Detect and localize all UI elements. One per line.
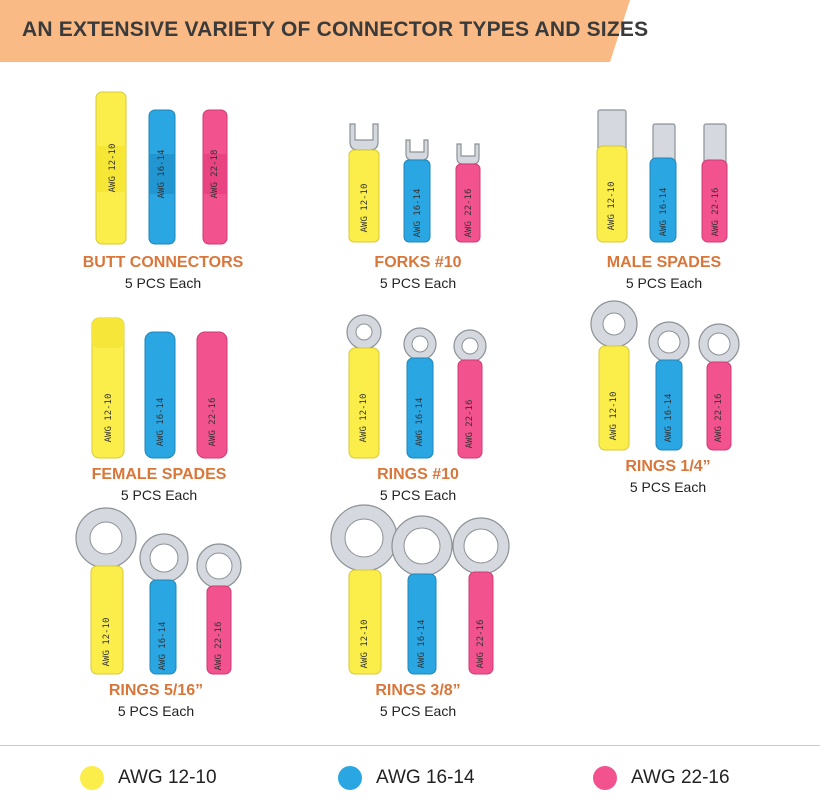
butt-connector-icon: AWG 12-10 AWG 16-14 AWG 22-18 xyxy=(95,91,228,245)
legend-label: AWG 16-14 xyxy=(376,767,475,788)
ring-connector-icon: AWG 12-10 AWG 16-14 AWG 22-16 xyxy=(590,300,740,451)
svg-text:AWG 22-16: AWG 22-16 xyxy=(711,188,721,237)
svg-text:AWG 12-10: AWG 12-10 xyxy=(607,182,617,231)
cell-rings-10: AWG 12-10 AWG 16-14 AWG 22-16 RINGS #10 … xyxy=(318,312,518,503)
ring-connector-icon: AWG 12-10 AWG 16-14 AWG 22-16 xyxy=(330,504,510,675)
legend-item-blue: AWG 16-14 xyxy=(338,766,475,790)
cell-rings-5-16: AWG 12-10 AWG 16-14 AWG 22-16 RINGS 5/16… xyxy=(56,506,256,719)
yellow-dot-icon xyxy=(80,766,104,790)
cell-subtitle: 5 PCS Each xyxy=(379,275,457,291)
legend-divider xyxy=(0,745,820,746)
svg-text:AWG 22-16: AWG 22-16 xyxy=(465,400,475,449)
cell-title: FEMALE SPADES xyxy=(91,466,227,483)
svg-text:AWG 12-10: AWG 12-10 xyxy=(102,618,112,667)
svg-text:AWG 22-16: AWG 22-16 xyxy=(208,398,218,447)
svg-text:AWG 12-10: AWG 12-10 xyxy=(360,620,370,669)
legend-label: AWG 12-10 xyxy=(118,767,217,788)
cell-title: RINGS 3/8” xyxy=(375,682,461,699)
cell-forks: AWG 12-10 AWG 16-14 AWG 22-16 FORKS #10 … xyxy=(318,88,518,291)
cell-subtitle: 5 PCS Each xyxy=(629,479,707,495)
cell-subtitle: 5 PCS Each xyxy=(120,487,198,503)
header-banner xyxy=(0,0,630,62)
fork-connector-icon: AWG 12-10 AWG 16-14 AWG 22-16 xyxy=(348,123,481,243)
cell-title: FORKS #10 xyxy=(374,254,462,271)
svg-text:AWG 16-14: AWG 16-14 xyxy=(156,398,166,447)
ring-connector-icon: AWG 12-10 AWG 16-14 AWG 22-16 xyxy=(75,507,242,675)
svg-text:AWG 12-10: AWG 12-10 xyxy=(104,394,114,443)
svg-text:AWG 16-14: AWG 16-14 xyxy=(417,620,427,669)
female-spade-icon: AWG 12-10 AWG 16-14 AWG 22-16 xyxy=(91,317,228,459)
male-spade-icon: AWG 12-10 AWG 16-14 AWG 22-16 xyxy=(596,109,728,243)
cell-title: BUTT CONNECTORS xyxy=(82,254,244,271)
blue-dot-icon xyxy=(338,766,362,790)
ring-connector-icon: AWG 12-10 AWG 16-14 AWG 22-16 xyxy=(346,314,487,459)
svg-text:AWG 16-14: AWG 16-14 xyxy=(659,188,669,237)
svg-text:AWG 12-10: AWG 12-10 xyxy=(108,144,118,193)
page-title: AN EXTENSIVE VARIETY OF CONNECTOR TYPES … xyxy=(22,18,649,41)
svg-text:AWG 12-10: AWG 12-10 xyxy=(359,394,369,443)
svg-text:AWG 22-18: AWG 22-18 xyxy=(210,150,220,199)
cell-title: RINGS 5/16” xyxy=(108,682,204,699)
svg-text:AWG 22-16: AWG 22-16 xyxy=(714,394,724,443)
cell-subtitle: 5 PCS Each xyxy=(124,275,202,291)
pink-dot-icon xyxy=(593,766,617,790)
svg-text:AWG 16-14: AWG 16-14 xyxy=(157,150,167,199)
cell-title: RINGS 1/4” xyxy=(625,458,711,475)
cell-title: MALE SPADES xyxy=(606,254,722,271)
cell-title: RINGS #10 xyxy=(377,466,459,483)
cell-rings-1-4: AWG 12-10 AWG 16-14 AWG 22-16 RINGS 1/4”… xyxy=(568,298,768,495)
svg-text:AWG 16-14: AWG 16-14 xyxy=(158,622,168,671)
svg-text:AWG 22-16: AWG 22-16 xyxy=(464,189,474,238)
legend-label: AWG 22-16 xyxy=(631,767,730,788)
cell-subtitle: 5 PCS Each xyxy=(117,703,195,719)
svg-text:AWG 16-14: AWG 16-14 xyxy=(413,189,423,238)
svg-text:AWG 12-10: AWG 12-10 xyxy=(609,392,619,441)
cell-subtitle: 5 PCS Each xyxy=(625,275,703,291)
cell-subtitle: 5 PCS Each xyxy=(379,703,457,719)
cell-female-spades: AWG 12-10 AWG 16-14 AWG 22-16 FEMALE SPA… xyxy=(59,314,259,503)
cell-butt-connectors: AWG 12-10 AWG 16-14 AWG 22-18 BUTT CONNE… xyxy=(63,88,263,291)
svg-text:AWG 12-10: AWG 12-10 xyxy=(360,184,370,233)
legend-item-pink: AWG 22-16 xyxy=(593,766,730,790)
cell-rings-3-8: AWG 12-10 AWG 16-14 AWG 22-16 RINGS 3/8”… xyxy=(318,504,518,719)
legend-item-yellow: AWG 12-10 xyxy=(80,766,217,790)
svg-text:AWG 22-16: AWG 22-16 xyxy=(214,622,224,671)
cell-subtitle: 5 PCS Each xyxy=(379,487,457,503)
cell-male-spades: AWG 12-10 AWG 16-14 AWG 22-16 MALE SPADE… xyxy=(564,88,764,291)
svg-text:AWG 16-14: AWG 16-14 xyxy=(415,398,425,447)
svg-text:AWG 16-14: AWG 16-14 xyxy=(664,394,674,443)
svg-text:AWG 22-16: AWG 22-16 xyxy=(476,620,486,669)
